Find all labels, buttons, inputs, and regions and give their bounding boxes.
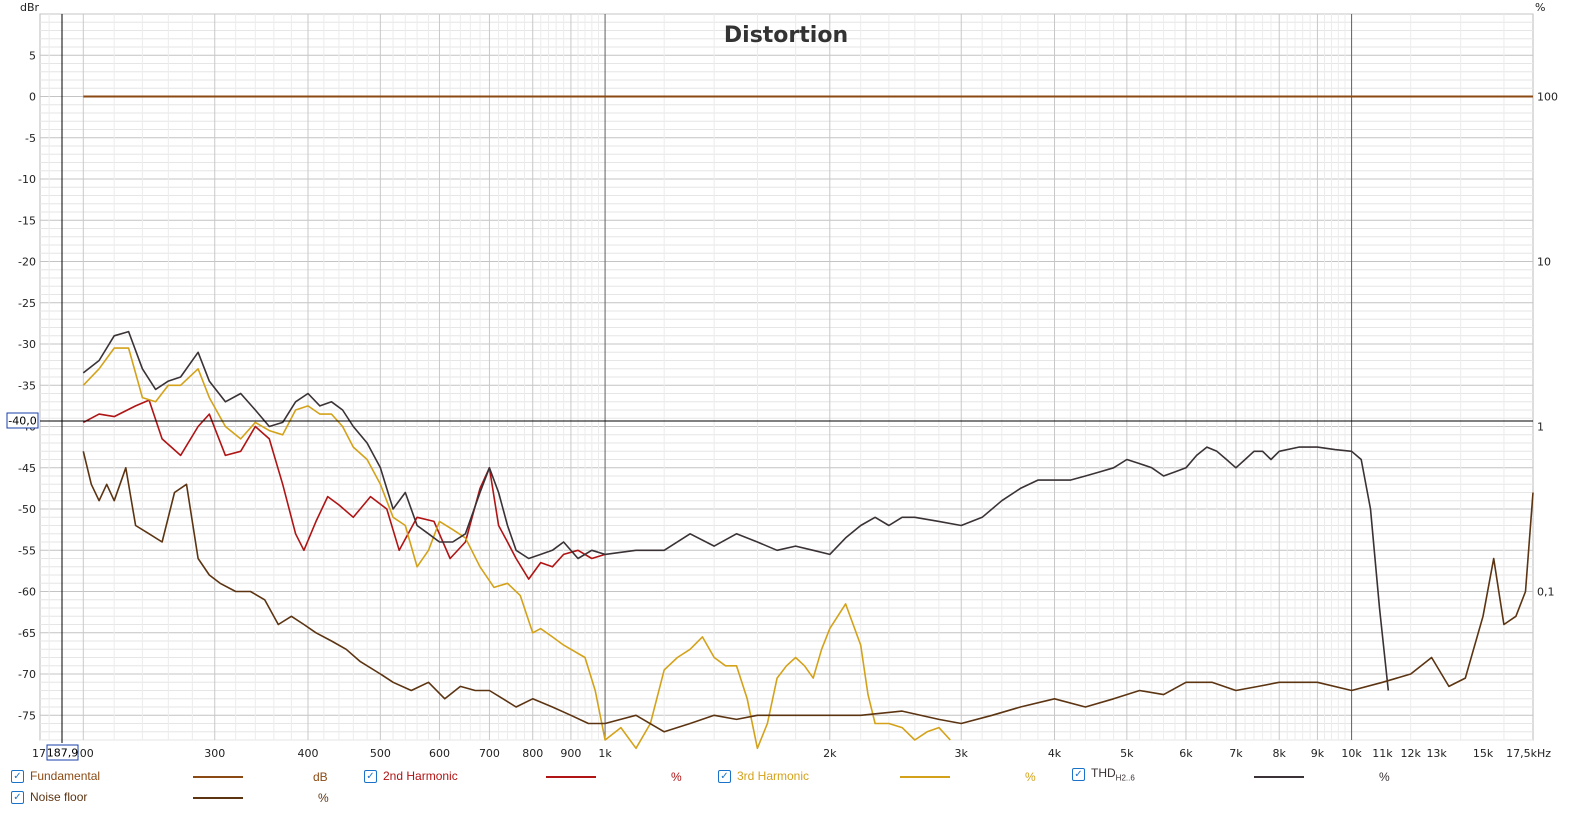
y-right-axis-label: %: [1535, 1, 1545, 14]
y-left-tick-label: -35: [18, 379, 36, 392]
y-left-tick-label: -55: [18, 544, 36, 557]
x-tick-label: 500: [370, 747, 391, 760]
thd-label: THD: [1091, 765, 1116, 780]
thd-subscript: H2..6: [1115, 773, 1135, 783]
legend-swatch-2nd-harmonic: [546, 776, 596, 778]
y-left-tick-label: -65: [18, 627, 36, 640]
legend-label: THDH2..6: [1091, 766, 1135, 782]
x-tick-label: 4k: [1048, 747, 1062, 760]
legend-item-2nd-harmonic[interactable]: ✓ 2nd Harmonic: [364, 767, 458, 785]
y-left-tick-label: -50: [18, 503, 36, 516]
y-right-tick-label: 0,1: [1537, 586, 1555, 599]
y-right-tick-label: 100: [1537, 91, 1558, 104]
series-line-2nd-harmonic: [82, 399, 606, 580]
legend-item-noise-floor[interactable]: ✓ Noise floor: [11, 788, 87, 806]
cursor-x-readout[interactable]: 187,9: [46, 744, 79, 761]
y-left-tick-label: -75: [18, 709, 36, 722]
x-tick-label: 600: [429, 747, 450, 760]
x-tick-label: 8k: [1273, 747, 1287, 760]
y-right-tick-label: 1: [1537, 421, 1544, 434]
y-left-tick-label: 0: [29, 91, 36, 104]
x-tick-label: 400: [298, 747, 319, 760]
legend-swatch-noise-floor: [193, 797, 243, 799]
2nd-harmonic-checkbox[interactable]: ✓: [364, 769, 377, 783]
x-tick-label: 900: [560, 747, 581, 760]
x-tick-label: 9k: [1311, 747, 1325, 760]
legend-label: 2nd Harmonic: [383, 769, 458, 783]
x-tick-label: 700: [479, 747, 500, 760]
fundamental-checkbox[interactable]: ✓: [11, 769, 24, 783]
legend-unit: %: [1379, 770, 1390, 784]
x-tick-label: 11k: [1372, 747, 1393, 760]
x-tick-label: 2k: [823, 747, 837, 760]
legend-item-thd[interactable]: ✓ THDH2..6: [1072, 765, 1135, 783]
x-tick-label: 17,5kHz: [1506, 747, 1551, 760]
x-tick-label: 12k: [1400, 747, 1421, 760]
cursor-y-value: -40,0: [8, 415, 36, 428]
x-tick-label: 800: [522, 747, 543, 760]
legend-item-3rd-harmonic[interactable]: ✓ 3rd Harmonic: [718, 767, 809, 785]
legend-unit: %: [318, 791, 329, 805]
y-left-tick-label: -10: [18, 173, 36, 186]
legend-label: 3rd Harmonic: [737, 769, 810, 783]
cursor-x-value: 187,9: [47, 747, 79, 760]
legend-unit: %: [671, 770, 682, 784]
y-left-tick-label: -70: [18, 668, 36, 681]
y-left-tick-label: -20: [18, 256, 36, 269]
chart-title: Distortion: [724, 23, 848, 48]
x-tick-label: 1k: [598, 747, 612, 760]
legend-swatch-thd: [1254, 776, 1304, 778]
major-gridlines: [604, 14, 1353, 740]
legend-unit: dB: [313, 770, 328, 784]
y-right-tick-label: 10: [1537, 256, 1551, 269]
x-tick-label: 10k: [1341, 747, 1362, 760]
y-left-tick-label: 5: [29, 49, 36, 62]
y-left-tick-label: -25: [18, 297, 36, 310]
thd-checkbox[interactable]: ✓: [1072, 767, 1085, 781]
y-left-tick-label: -15: [18, 214, 36, 227]
cursor-y-readout[interactable]: -40,0: [6, 412, 39, 429]
series-line-thd-h2-6: [82, 330, 1390, 691]
x-tick-label: 3k: [955, 747, 969, 760]
y-left-axis-label: dBr: [20, 1, 40, 14]
x-tick-label: 7k: [1229, 747, 1243, 760]
y-left-tick-label: -60: [18, 586, 36, 599]
legend-unit: %: [1025, 770, 1036, 784]
legend-swatch-3rd-harmonic: [900, 776, 950, 778]
minor-gridlines: [39, 13, 1534, 741]
legend-swatch-fundamental: [193, 776, 243, 778]
x-tick-label: 15k: [1473, 747, 1494, 760]
series-line-3rd-harmonic: [82, 347, 951, 750]
y-left-tick-label: -45: [18, 462, 36, 475]
legend-item-fundamental[interactable]: ✓ Fundamental: [11, 767, 100, 785]
legend-label: Noise floor: [30, 790, 88, 804]
3rd-harmonic-checkbox[interactable]: ✓: [718, 769, 731, 783]
x-tick-label: 13k: [1426, 747, 1447, 760]
axis-layer: 50-5-10-15-20-25-30-35-40-45-50-55-60-65…: [18, 49, 1558, 760]
series-layer: [82, 95, 1534, 750]
y-left-tick-label: -30: [18, 338, 36, 351]
x-tick-label: 300: [204, 747, 225, 760]
noise-floor-checkbox[interactable]: ✓: [11, 790, 24, 804]
series-line-noise-floor: [82, 451, 1534, 733]
x-tick-label: 5k: [1120, 747, 1134, 760]
y-left-tick-label: -5: [25, 132, 36, 145]
x-tick-label: 6k: [1179, 747, 1193, 760]
legend: ✓ Fundamental dB ✓ 2nd Harmonic % ✓ 3rd …: [0, 764, 1583, 821]
legend-label: Fundamental: [30, 769, 101, 783]
